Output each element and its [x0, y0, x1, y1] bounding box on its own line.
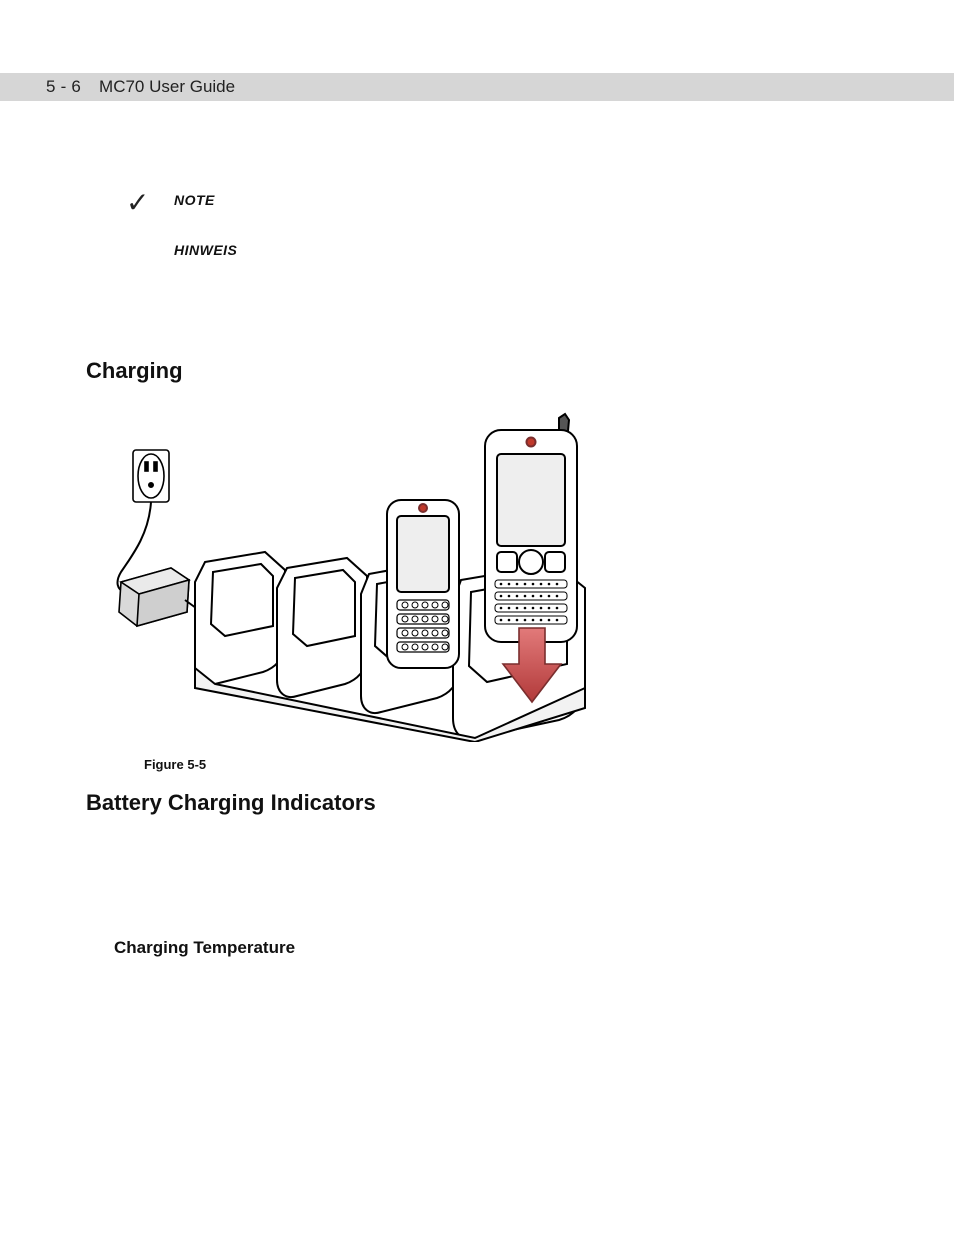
figure-illustration: [115, 412, 675, 742]
heading-battery-indicators: Battery Charging Indicators: [86, 790, 376, 816]
note-label-1: NOTE: [174, 192, 237, 208]
heading-charging-temperature: Charging Temperature: [114, 938, 295, 958]
wall-outlet-icon: [133, 450, 169, 502]
figure-caption: Figure 5-5: [144, 757, 206, 772]
device-large-icon: [485, 414, 577, 642]
power-adapter-icon: [119, 568, 189, 626]
page-number: 5 - 6: [46, 77, 81, 97]
device-small-icon: [387, 500, 459, 668]
heading-charging: Charging: [86, 358, 183, 384]
document-title: MC70 User Guide: [99, 77, 235, 97]
page-header: 5 - 6 MC70 User Guide: [0, 73, 954, 101]
note-label-2: HINWEIS: [174, 242, 237, 258]
note-block: ✓ NOTE HINWEIS: [128, 192, 237, 258]
checkmark-icon: ✓: [126, 186, 149, 219]
